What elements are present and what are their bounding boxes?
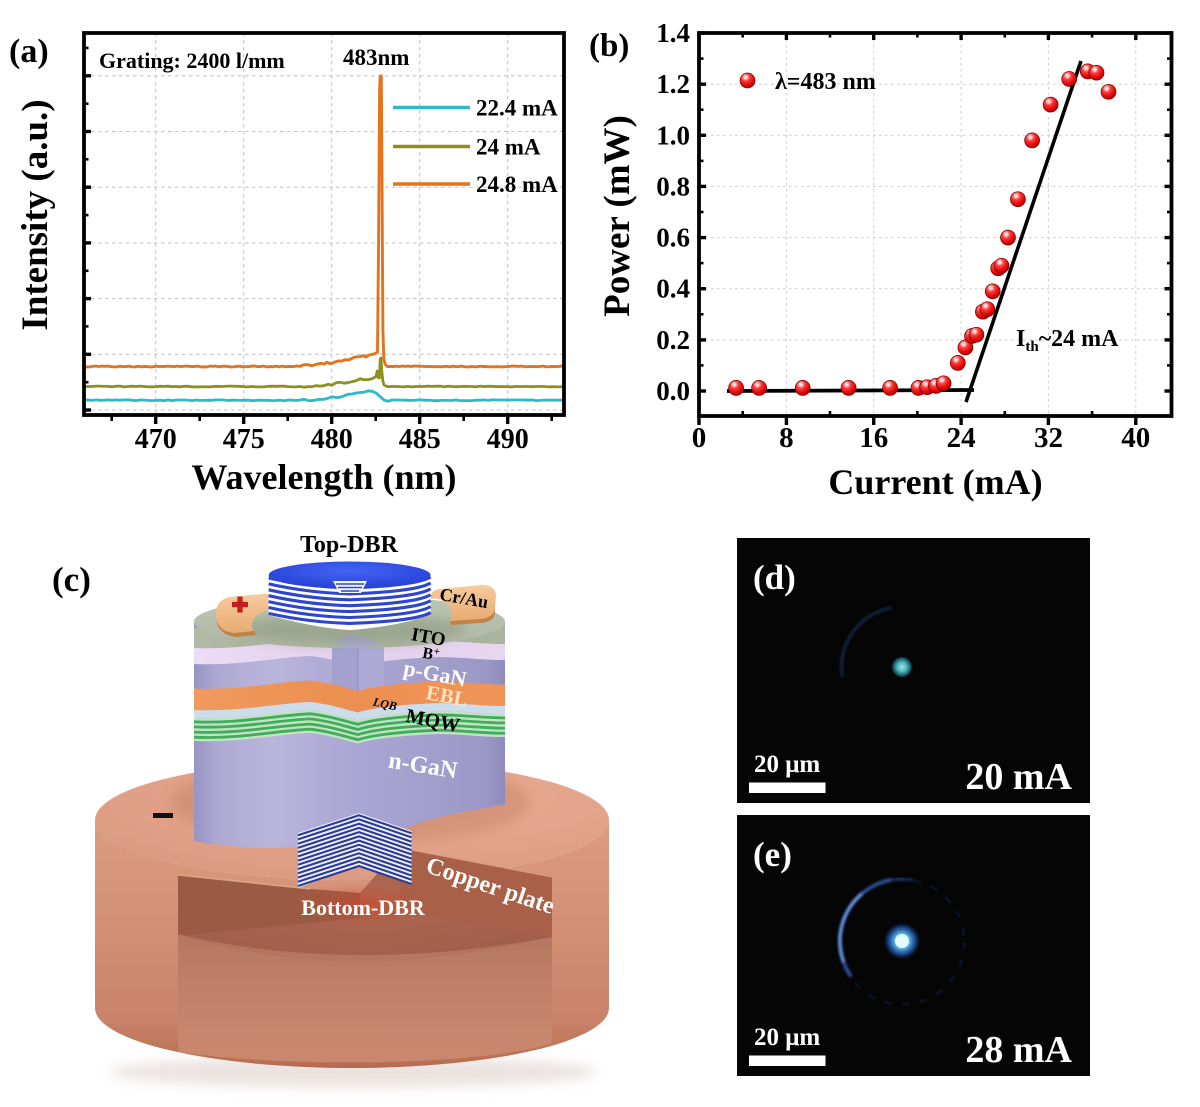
svg-text:Intensity (a.u.): Intensity (a.u.) [15,99,56,330]
svg-text:Power (mW): Power (mW) [597,115,638,317]
svg-text:490: 490 [487,424,529,455]
svg-text:20 μm: 20 μm [754,751,820,778]
svg-text:Current (mA): Current (mA) [828,462,1042,502]
svg-text:0.2: 0.2 [656,325,690,355]
svg-text:0.0: 0.0 [656,376,690,406]
svg-text:(c): (c) [52,560,91,599]
svg-text:1.2: 1.2 [656,69,690,99]
svg-text:Grating: 2400 l/mm: Grating: 2400 l/mm [99,48,285,73]
svg-text:28 mA: 28 mA [965,1029,1072,1071]
svg-text:LQB: LQB [371,694,398,713]
svg-text:485: 485 [399,424,441,455]
svg-text:24 mA: 24 mA [476,135,541,160]
svg-text:0.6: 0.6 [656,223,690,253]
svg-text:1.4: 1.4 [656,18,690,48]
svg-text:40: 40 [1121,422,1150,454]
svg-text:8: 8 [779,422,794,454]
svg-text:Top-DBR: Top-DBR [300,532,398,558]
svg-text:24.8 mA: 24.8 mA [476,172,558,197]
svg-text:20 mA: 20 mA [965,756,1072,798]
svg-text:(a): (a) [9,33,49,70]
svg-text:λ=483 nm: λ=483 nm [775,69,876,95]
svg-text:470: 470 [135,424,177,455]
svg-text:Wavelength (nm): Wavelength (nm) [192,457,457,497]
svg-text:(e): (e) [753,835,792,874]
svg-text:0: 0 [692,422,707,454]
svg-text:483nm: 483nm [343,45,409,70]
svg-text:0.4: 0.4 [656,274,690,304]
svg-text:Bottom-DBR: Bottom-DBR [301,895,426,920]
svg-text:32: 32 [1034,422,1063,454]
svg-text:(b): (b) [589,28,629,64]
svg-text:24: 24 [947,422,976,454]
svg-text:22.4 mA: 22.4 mA [476,96,558,121]
svg-text:16: 16 [859,422,888,454]
svg-text:475: 475 [223,424,265,455]
svg-text:0.8: 0.8 [656,171,690,201]
svg-text:(d): (d) [753,558,796,597]
svg-text:1.0: 1.0 [656,120,690,150]
svg-text:20 μm: 20 μm [754,1024,820,1051]
svg-text:480: 480 [311,424,353,455]
